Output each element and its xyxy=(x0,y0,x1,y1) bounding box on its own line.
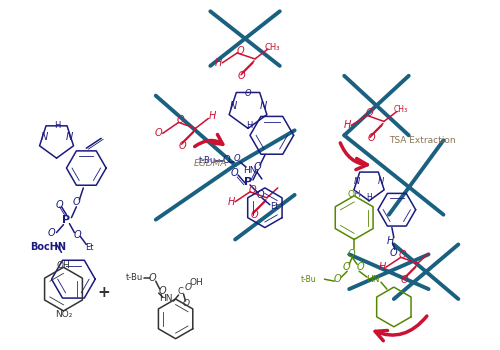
Text: N: N xyxy=(41,132,48,142)
Text: N: N xyxy=(354,177,360,187)
Text: O: O xyxy=(56,200,64,210)
Text: HN: HN xyxy=(159,294,172,302)
Text: O: O xyxy=(178,141,186,151)
Text: Et: Et xyxy=(270,202,279,211)
Text: O: O xyxy=(234,154,240,163)
Text: O: O xyxy=(342,262,350,272)
Text: N: N xyxy=(260,100,266,111)
Text: O: O xyxy=(248,185,256,195)
Text: H: H xyxy=(54,121,60,130)
Text: Et: Et xyxy=(85,243,94,252)
Text: O: O xyxy=(183,300,190,308)
Text: H: H xyxy=(378,262,386,272)
Text: C: C xyxy=(178,287,184,295)
Text: O: O xyxy=(222,155,230,165)
Text: N: N xyxy=(66,132,73,142)
Text: O: O xyxy=(149,273,156,283)
Text: O: O xyxy=(244,89,252,98)
Text: H: H xyxy=(228,197,235,207)
Text: O: O xyxy=(230,168,238,178)
Text: O: O xyxy=(401,275,408,285)
Text: O: O xyxy=(159,286,166,296)
Text: CH₃: CH₃ xyxy=(394,105,408,114)
Text: O: O xyxy=(367,133,375,143)
Text: TSA Extraction: TSA Extraction xyxy=(389,136,456,145)
Text: N: N xyxy=(378,177,384,187)
Text: t-Bu: t-Bu xyxy=(198,156,216,164)
Text: O: O xyxy=(48,228,56,238)
Text: BocHN: BocHN xyxy=(30,243,66,252)
Text: O: O xyxy=(334,274,341,284)
Text: N: N xyxy=(230,100,237,111)
Text: NO₂: NO₂ xyxy=(55,310,72,320)
Text: O: O xyxy=(238,71,245,81)
Text: O: O xyxy=(257,190,264,200)
Text: O: O xyxy=(253,162,261,172)
Text: O: O xyxy=(365,108,373,119)
Text: H: H xyxy=(387,237,394,246)
Text: HN: HN xyxy=(366,275,380,284)
Text: P: P xyxy=(62,215,70,225)
Text: OH: OH xyxy=(56,261,70,270)
Text: t-Bu: t-Bu xyxy=(301,275,316,284)
Text: P: P xyxy=(244,177,252,187)
Text: O: O xyxy=(250,210,258,220)
Text: O: O xyxy=(356,262,364,272)
Text: OH: OH xyxy=(190,278,203,287)
Text: CH₃: CH₃ xyxy=(264,42,280,51)
Text: +: + xyxy=(98,285,110,300)
Text: H: H xyxy=(344,120,351,131)
Text: O: O xyxy=(155,128,162,138)
Text: H: H xyxy=(208,111,216,121)
Text: O: O xyxy=(74,230,81,239)
Text: O: O xyxy=(176,116,184,125)
Text: OH: OH xyxy=(348,190,361,199)
Text: O: O xyxy=(72,197,80,207)
Text: H: H xyxy=(366,193,372,202)
Text: H: H xyxy=(214,58,222,68)
Text: O: O xyxy=(399,250,406,260)
Text: HN: HN xyxy=(243,166,257,175)
Text: O: O xyxy=(236,46,244,56)
Text: O: O xyxy=(185,282,192,292)
Text: EGDMA: EGDMA xyxy=(194,159,227,168)
Text: H: H xyxy=(246,121,252,130)
Text: t-Bu: t-Bu xyxy=(126,273,143,282)
Text: O: O xyxy=(390,248,398,258)
Text: O: O xyxy=(348,249,355,259)
